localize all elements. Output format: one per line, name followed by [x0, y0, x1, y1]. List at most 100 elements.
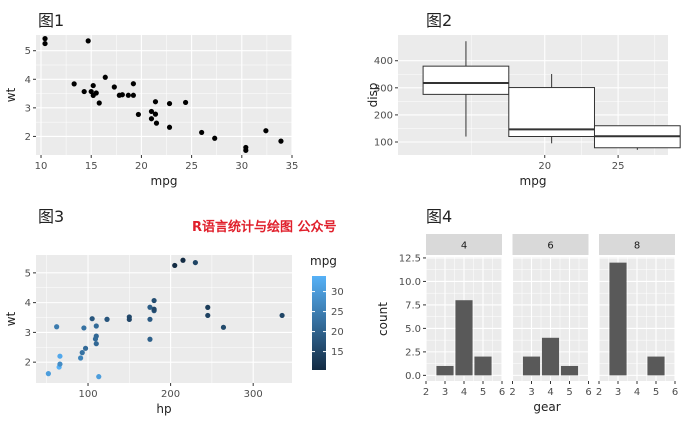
p3-point — [151, 306, 157, 312]
p4-y-tick-label: 2.5 — [405, 347, 421, 358]
p4-x-tick-label: 5 — [566, 387, 572, 398]
p3-point — [220, 324, 227, 330]
p4-bar — [522, 356, 541, 376]
p3-point — [57, 361, 63, 367]
p4-facet-strip — [599, 234, 675, 255]
p3-x-tick-label: 200 — [161, 389, 180, 400]
p4-y-tick-label: 10.0 — [399, 277, 421, 288]
p1-point — [130, 92, 136, 98]
p3-point — [172, 262, 178, 269]
p4-x-tick-label: 3 — [528, 387, 534, 398]
p2-y-tick-label: 100 — [374, 137, 393, 148]
p2-title: 图2 — [426, 11, 452, 30]
p1-point — [166, 100, 173, 107]
p3-point — [82, 345, 89, 351]
p3-legend-label: 15 — [331, 347, 344, 358]
p4-bar — [647, 356, 665, 376]
p3-y-tick-label: 2 — [25, 358, 31, 369]
p1-point — [96, 100, 102, 106]
p1-y-tick-label: 4 — [25, 75, 31, 86]
p3-x-tick-label: 300 — [244, 389, 263, 400]
p4-x-tick-label: 6 — [672, 387, 678, 398]
p4-title: 图4 — [426, 207, 452, 226]
p4-x-tick-label: 2 — [596, 387, 602, 398]
p1-point — [81, 88, 87, 95]
p4-x-tick-label: 5 — [653, 387, 659, 398]
p4-facet-strip — [512, 234, 589, 255]
p3-x-axis-label: hp — [156, 402, 171, 416]
p4-facet-label: 8 — [634, 241, 640, 252]
p3-legend-label: 25 — [331, 307, 344, 318]
p1-x-axis-label: mpg — [151, 174, 178, 188]
p1-point — [88, 88, 94, 95]
p1-point — [263, 128, 269, 134]
p3-legend-label: 30 — [331, 287, 344, 298]
p3-point — [45, 371, 51, 377]
p4-x-tick-label: 6 — [499, 387, 505, 398]
p1-point — [153, 120, 160, 126]
p4-facet-label: 4 — [461, 241, 467, 252]
p1-point — [85, 38, 91, 44]
p1-panel — [36, 35, 292, 155]
p3-y-axis-label: wt — [4, 311, 18, 326]
p1-y-tick-label: 3 — [25, 103, 31, 114]
p4-facet-strip — [426, 234, 502, 255]
p3-point — [79, 350, 85, 356]
p2-x-tick-label: 20 — [538, 161, 551, 172]
p4-x-tick-label: 4 — [461, 387, 467, 398]
p1-point — [152, 111, 159, 117]
p1-point — [90, 82, 96, 89]
p3-point — [104, 316, 110, 322]
p3-point — [147, 304, 153, 310]
p3-point — [93, 323, 99, 329]
p1-point — [278, 138, 284, 144]
p1-point — [42, 36, 48, 42]
p4-x-tick-label: 4 — [634, 387, 640, 398]
p4-y-tick-label: 7.5 — [405, 300, 421, 311]
p1-y-tick-label: 5 — [25, 46, 31, 57]
p2-x-axis-label: mpg — [520, 174, 547, 188]
p3-point — [205, 304, 211, 310]
p1-point — [130, 81, 136, 87]
p3-point — [54, 324, 60, 330]
p1-point — [135, 111, 141, 118]
p1-point — [148, 108, 155, 115]
p4-y-tick-label: 5.0 — [405, 324, 421, 335]
p3-point — [92, 336, 99, 342]
p4-x-tick-label: 4 — [547, 387, 553, 398]
p4-facet-label: 6 — [547, 241, 553, 252]
p4-bar — [455, 300, 473, 376]
p3-point — [89, 316, 95, 322]
p4-y-axis-label: count — [376, 302, 390, 336]
p4-y-tick-label: 0.0 — [405, 371, 421, 382]
p2-y-axis-label: disp — [366, 83, 380, 108]
p1-point — [152, 99, 159, 105]
p4-x-tick-label: 2 — [423, 387, 429, 398]
p2-y-tick-label: 200 — [374, 110, 393, 121]
p4-bar — [560, 365, 579, 376]
p3-point — [77, 355, 84, 361]
p3-y-tick-label: 4 — [25, 298, 31, 309]
p3-x-tick-label: 100 — [78, 389, 97, 400]
p3-point — [96, 374, 102, 380]
p4-bar — [474, 356, 492, 376]
p1-point — [243, 147, 249, 153]
p1-point — [125, 92, 131, 98]
p1-title: 图1 — [38, 11, 64, 30]
p3-point — [192, 259, 198, 266]
p3-point — [205, 312, 211, 319]
p4-bar — [609, 262, 627, 376]
p2-box — [508, 87, 595, 137]
p1-point — [42, 40, 48, 47]
watermark-text: R语言统计与绘图 公众号 — [192, 220, 337, 235]
p3-point — [126, 316, 132, 323]
p4-x-tick-label: 3 — [442, 387, 448, 398]
p4-bar — [541, 337, 560, 376]
p1-point — [90, 92, 96, 99]
p3-legend-title: mpg — [310, 254, 337, 268]
p4-x-tick-label: 3 — [615, 387, 621, 398]
p1-point — [166, 124, 173, 130]
p1-point — [148, 116, 155, 122]
p1-x-tick-label: 20 — [135, 161, 148, 172]
